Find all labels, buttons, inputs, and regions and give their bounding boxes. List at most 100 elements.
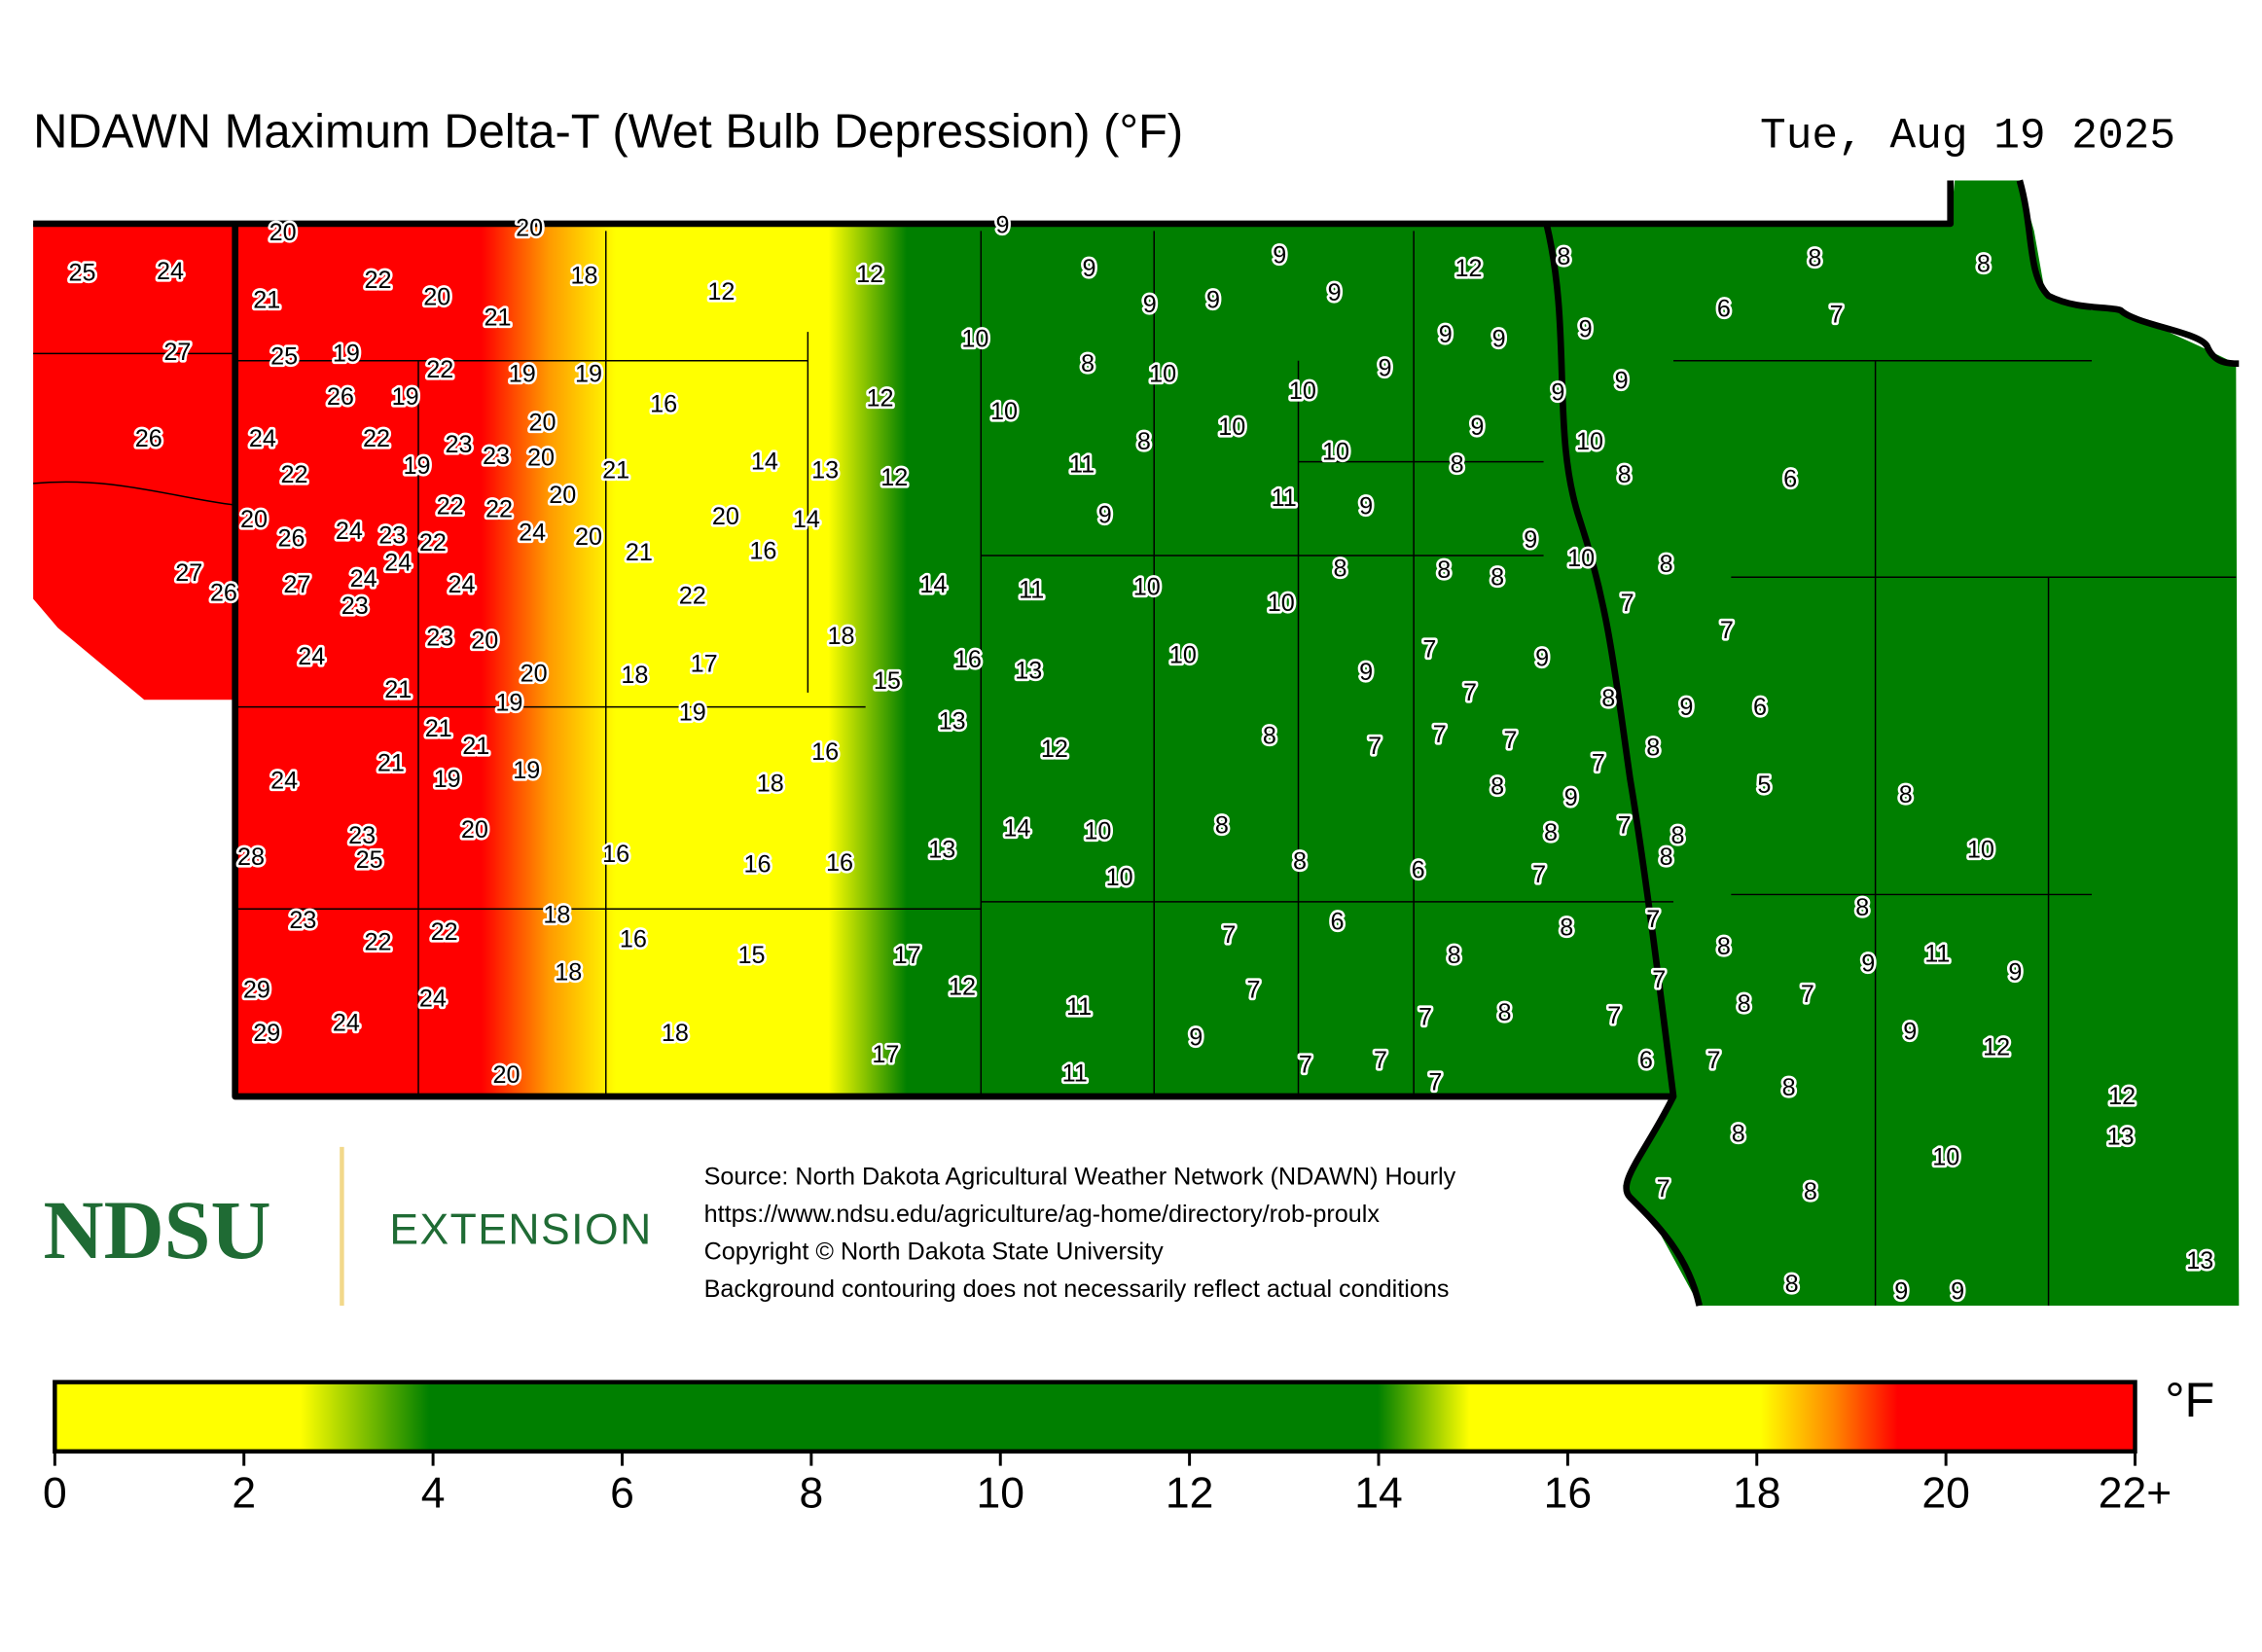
station-value: 25 <box>356 846 383 874</box>
station-value: 24 <box>270 767 298 794</box>
station-value: 9 <box>1579 315 1593 342</box>
source-line: Source: North Dakota Agricultural Weathe… <box>704 1163 1456 1190</box>
station-value: 19 <box>495 689 522 716</box>
station-value: 10 <box>1268 590 1295 617</box>
station-value: 8 <box>1738 990 1751 1018</box>
state-borders <box>33 179 2240 1307</box>
source-line: Background contouring does not necessari… <box>704 1275 1450 1303</box>
station-value: 8 <box>1808 245 1821 272</box>
station-value: 7 <box>1720 617 1734 644</box>
station-value: 21 <box>485 304 512 331</box>
station-value: 24 <box>350 565 377 593</box>
station-value: 8 <box>1560 915 1573 942</box>
station-value: 7 <box>1652 966 1666 993</box>
station-value: 13 <box>2107 1124 2135 1151</box>
station-value: 11 <box>1272 485 1297 512</box>
station-value: 10 <box>1106 864 1133 891</box>
station-value: 19 <box>392 383 419 411</box>
station-value: 9 <box>1439 321 1453 348</box>
station-value: 9 <box>1535 644 1549 671</box>
station-value: 16 <box>954 646 982 673</box>
station-value: 24 <box>336 518 363 545</box>
station-value: 24 <box>298 643 325 670</box>
station-value: 10 <box>1289 377 1316 405</box>
station-value: 20 <box>240 506 268 533</box>
station-value: 13 <box>811 457 839 485</box>
station-value: 8 <box>1557 243 1570 270</box>
station-value: 22 <box>426 356 453 383</box>
station-value: 10 <box>1567 545 1595 572</box>
station-value: 12 <box>880 464 908 491</box>
station-value: 15 <box>874 667 901 695</box>
station-value: 5 <box>1757 772 1771 799</box>
station-value: 19 <box>509 360 536 387</box>
station-value: 12 <box>707 278 735 305</box>
station-value: 11 <box>1019 577 1044 604</box>
station-value: 8 <box>1137 428 1151 455</box>
station-value: 27 <box>175 559 202 587</box>
station-value: 7 <box>1433 721 1447 748</box>
station-value: 14 <box>1003 814 1030 842</box>
station-value: 20 <box>575 523 602 551</box>
station-value: 20 <box>527 444 555 471</box>
station-value: 8 <box>1899 781 1913 808</box>
station-value: 7 <box>1422 635 1436 663</box>
station-value: 7 <box>1801 981 1814 1008</box>
station-value: 23 <box>341 593 369 620</box>
station-value: 9 <box>1143 291 1157 318</box>
legend-unit: °F <box>2165 1372 2214 1427</box>
station-value: 12 <box>2108 1083 2136 1110</box>
station-value: 11 <box>1069 451 1095 479</box>
station-value: 9 <box>1189 1024 1203 1051</box>
station-value: 9 <box>1615 368 1629 395</box>
station-value: 19 <box>404 452 431 480</box>
station-value: 7 <box>1299 1052 1312 1079</box>
station-value: 9 <box>1951 1277 1964 1305</box>
station-value: 24 <box>519 519 546 546</box>
station-value: 9 <box>1492 326 1506 353</box>
station-value: 8 <box>1081 350 1095 377</box>
station-value: 13 <box>928 837 955 864</box>
station-value: 8 <box>1498 999 1512 1026</box>
station-value: 20 <box>423 284 450 311</box>
legend-tick-label: 22+ <box>2099 1470 2172 1518</box>
station-value: 7 <box>1607 1002 1621 1029</box>
legend-tick-label: 16 <box>1544 1470 1592 1518</box>
station-value: 20 <box>712 503 739 530</box>
station-value: 14 <box>751 449 778 476</box>
map-title: NDAWN Maximum Delta-T (Wet Bulb Depressi… <box>33 105 1183 158</box>
station-value: 20 <box>492 1061 520 1089</box>
legend-tick-label: 20 <box>1921 1470 1969 1518</box>
station-value: 6 <box>1639 1047 1653 1074</box>
station-value: 18 <box>662 1020 689 1047</box>
station-value: 6 <box>1753 694 1767 721</box>
station-value: 27 <box>283 571 310 598</box>
station-value: 8 <box>1215 811 1229 839</box>
station-value: 9 <box>1861 951 1875 978</box>
station-value: 7 <box>1503 727 1517 754</box>
station-value: 9 <box>1082 255 1095 282</box>
station-value: 17 <box>691 650 718 677</box>
station-value: 20 <box>521 661 548 688</box>
station-value: 16 <box>602 841 629 868</box>
legend-tick-label: 4 <box>421 1470 446 1518</box>
station-value: 6 <box>1331 909 1345 936</box>
station-value: 27 <box>163 339 191 366</box>
station-value: 24 <box>333 1010 360 1037</box>
station-value: 10 <box>1169 641 1197 668</box>
station-value: 26 <box>135 425 162 452</box>
station-value: 21 <box>377 750 405 777</box>
station-value: 20 <box>269 219 297 246</box>
station-value: 9 <box>1679 694 1693 721</box>
contour-fill <box>33 180 2240 1307</box>
station-value: 22 <box>437 493 464 521</box>
station-value: 7 <box>1707 1047 1721 1074</box>
station-value: 24 <box>249 425 276 452</box>
station-value: 9 <box>1378 354 1391 381</box>
station-value: 8 <box>1544 819 1558 846</box>
station-value: 8 <box>1660 551 1673 578</box>
legend-tick-label: 0 <box>43 1470 67 1518</box>
